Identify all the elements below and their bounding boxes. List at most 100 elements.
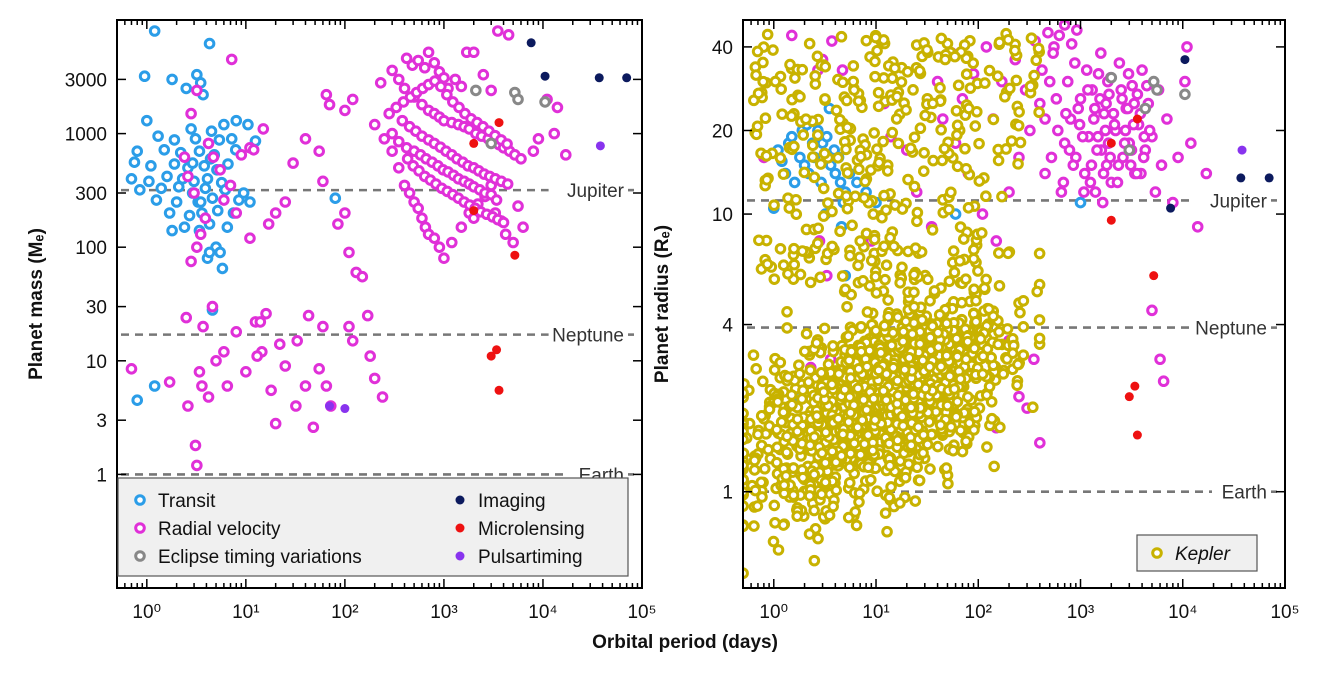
y-tick-label: 1 [722,483,733,504]
data-point [802,376,815,388]
data-point [467,46,480,59]
data-point [510,250,520,260]
data-point [860,34,873,47]
data-point [1005,135,1018,147]
data-point [829,167,842,180]
data-point [230,207,243,219]
data-point [225,132,238,145]
data-point [806,139,819,152]
data-point [947,245,960,257]
data-point [975,227,988,239]
data-point [833,368,845,380]
data-point [980,273,992,286]
data-point [1185,137,1197,149]
data-point [750,363,762,375]
data-point [260,307,272,320]
data-point [1119,124,1132,137]
data-point [1089,102,1101,115]
data-point [145,160,157,172]
data-point [981,441,993,453]
data-point [859,175,871,188]
data-point [191,459,203,472]
data-point [878,240,890,253]
data-point [780,446,793,459]
legend-label: Eclipse timing variations [158,547,362,568]
data-point [809,70,821,82]
data-point [230,326,243,338]
data-point [883,491,896,504]
data-point [512,93,524,106]
data-point [775,83,787,95]
data-point [826,240,838,253]
data-point [785,29,798,42]
data-point [1071,24,1083,36]
data-point [875,347,887,359]
data-point [185,123,197,135]
data-point [951,119,964,132]
data-point [987,113,1000,126]
data-point [485,84,497,97]
data-point [1043,75,1056,88]
data-point [1010,74,1023,87]
data-point [909,242,922,254]
data-point [840,94,853,107]
data-point [967,243,980,256]
data-point [797,129,810,141]
data-point [1172,151,1184,164]
data-point [1115,84,1127,96]
data-point [797,471,809,484]
data-point [948,383,961,395]
data-point [845,345,858,358]
data-point [921,44,933,56]
data-point [1053,29,1066,42]
data-point [785,389,798,401]
data-point [186,157,199,169]
data-point [346,334,359,347]
data-point [808,554,821,567]
data-point [990,235,1003,247]
data-point [917,429,930,441]
data-point [768,499,781,512]
data-point [1098,107,1110,120]
x-tick-label: 10⁰ [759,602,788,623]
data-point [1091,144,1103,156]
data-point [960,162,972,175]
data-point [885,339,898,352]
data-point [469,138,479,148]
data-point [392,73,405,86]
data-point [973,137,985,150]
data-point [767,535,780,548]
data-point [836,64,849,76]
data-point [917,165,930,177]
legend-label: Microlensing [478,519,585,540]
data-point [1002,33,1015,46]
data-point [1080,64,1093,76]
data-point [791,425,804,438]
data-point [1132,430,1142,440]
data-point [1004,82,1016,95]
data-point [932,341,945,353]
data-point [852,95,865,107]
data-point [808,504,820,517]
data-point [843,354,855,367]
data-point [125,173,138,185]
data-point [182,170,194,183]
data-point [392,135,405,148]
data-point [923,416,936,428]
data-point [878,189,890,202]
data-point [1065,38,1078,50]
data-point [961,335,974,348]
data-point [551,101,564,114]
data-point [183,209,196,222]
data-point [934,82,946,94]
data-point [416,212,428,225]
data-point [826,378,838,391]
series-imaging [1166,55,1274,213]
data-point [770,423,783,436]
plot-border [742,19,1286,589]
legend-label: Kepler [1175,544,1231,565]
data-point [819,93,831,105]
data-point [956,296,968,309]
